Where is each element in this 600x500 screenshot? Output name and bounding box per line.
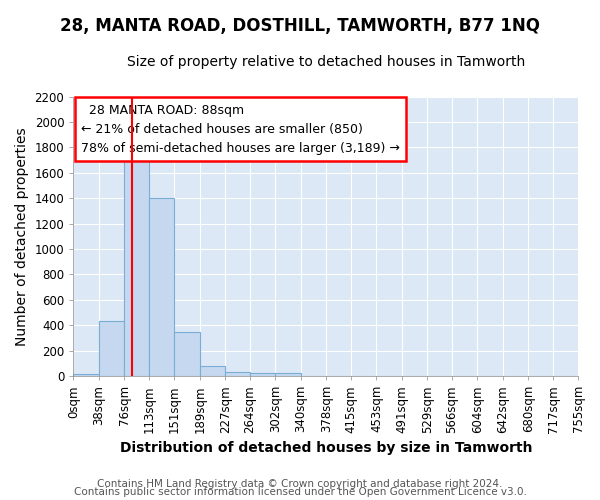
Text: 28, MANTA ROAD, DOSTHILL, TAMWORTH, B77 1NQ: 28, MANTA ROAD, DOSTHILL, TAMWORTH, B77 …: [60, 18, 540, 36]
Bar: [225, 372, 250, 376]
Bar: [124, 148, 149, 376]
Bar: [200, 366, 225, 376]
Bar: [175, 332, 200, 376]
Text: 28 MANTA ROAD: 88sqm
← 21% of detached houses are smaller (850)
78% of semi-deta: 28 MANTA ROAD: 88sqm ← 21% of detached h…: [81, 104, 400, 154]
Bar: [250, 374, 275, 376]
Text: Contains public sector information licensed under the Open Government Licence v3: Contains public sector information licen…: [74, 487, 526, 497]
X-axis label: Distribution of detached houses by size in Tamworth: Distribution of detached houses by size …: [119, 441, 532, 455]
Bar: [275, 374, 301, 376]
Y-axis label: Number of detached properties: Number of detached properties: [15, 127, 29, 346]
Bar: [99, 322, 124, 376]
Title: Size of property relative to detached houses in Tamworth: Size of property relative to detached ho…: [127, 55, 525, 69]
Bar: [149, 198, 175, 376]
Bar: [73, 374, 99, 376]
Text: Contains HM Land Registry data © Crown copyright and database right 2024.: Contains HM Land Registry data © Crown c…: [97, 479, 503, 489]
